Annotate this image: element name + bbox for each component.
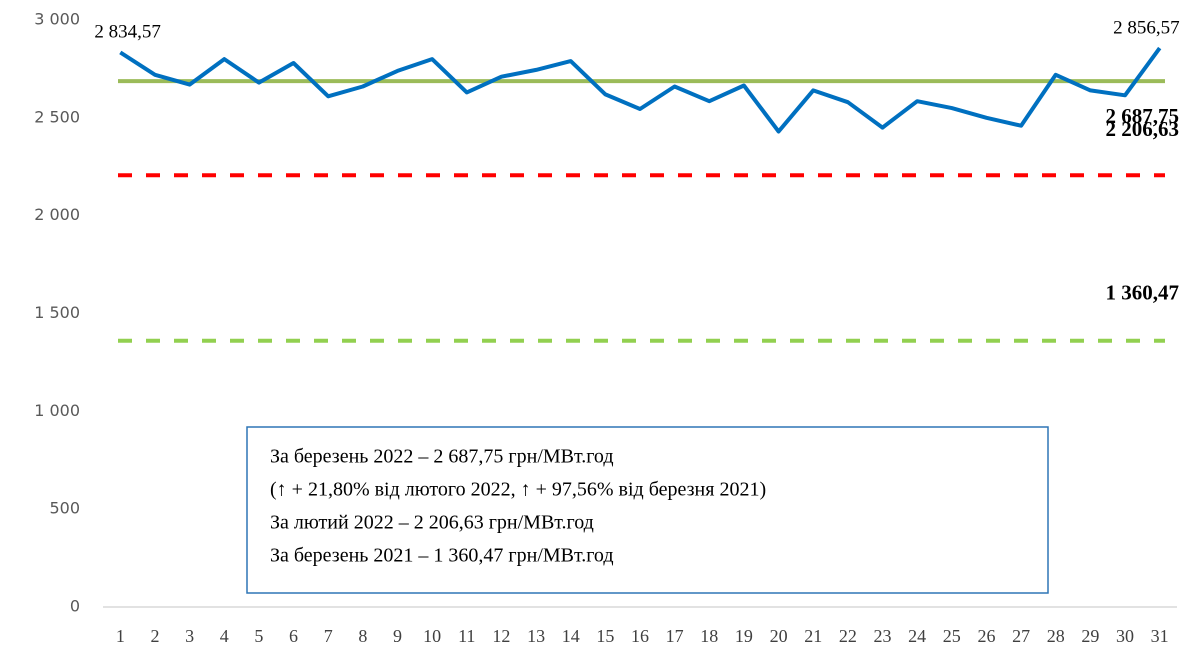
annotation-line: За лютий 2022 – 2 206,63 грн/МВт.год <box>270 512 594 534</box>
x-tick-label: 16 <box>631 626 649 646</box>
x-tick-label: 13 <box>527 626 545 646</box>
x-tick-label: 19 <box>735 626 753 646</box>
x-tick-label: 9 <box>393 626 402 646</box>
x-tick-label: 4 <box>220 626 229 646</box>
y-tick-label: 0 <box>70 597 80 616</box>
x-tick-label: 31 <box>1151 626 1169 646</box>
x-tick-label: 27 <box>1012 626 1030 646</box>
x-tick-label: 8 <box>358 626 367 646</box>
x-tick-label: 12 <box>492 626 510 646</box>
x-tick-label: 22 <box>839 626 857 646</box>
x-tick-label: 21 <box>804 626 822 646</box>
x-tick-label: 23 <box>874 626 892 646</box>
x-tick-label: 11 <box>458 626 475 646</box>
x-tick-label: 6 <box>289 626 298 646</box>
x-tick-label: 5 <box>254 626 263 646</box>
data-line <box>119 46 1162 134</box>
y-tick-label: 500 <box>49 499 80 518</box>
x-tick-label: 10 <box>423 626 441 646</box>
x-tick-label: 14 <box>562 626 580 646</box>
x-tick-label: 18 <box>700 626 718 646</box>
y-tick-label: 3 000 <box>34 10 80 29</box>
y-tick-label: 2 000 <box>34 205 80 224</box>
x-tick-label: 3 <box>185 626 194 646</box>
y-tick-label: 1 500 <box>34 303 80 322</box>
x-tick-label: 29 <box>1081 626 1099 646</box>
x-tick-label: 17 <box>666 626 684 646</box>
annotation-line: За березень 2022 – 2 687,75 грн/МВт.год <box>270 446 614 468</box>
x-tick-label: 1 <box>116 626 125 646</box>
annotation-line: (↑ + 21,80% від лютого 2022, ↑ + 97,56% … <box>270 479 766 501</box>
data-label: 2 834,57 <box>94 22 160 43</box>
annotation-line: За березень 2021 – 1 360,47 грн/МВт.год <box>270 545 614 567</box>
x-tick-label: 26 <box>977 626 995 646</box>
annotation-box <box>246 426 1049 594</box>
y-tick-label: 1 000 <box>34 401 80 420</box>
y-tick-label: 2 500 <box>34 107 80 126</box>
reference-label: 2 687,75 <box>1106 104 1180 128</box>
x-tick-label: 2 <box>150 626 159 646</box>
x-tick-label: 30 <box>1116 626 1134 646</box>
reference-label: 2 206,63 <box>1106 117 1180 141</box>
x-tick-label: 20 <box>770 626 788 646</box>
data-label: 2 856,57 <box>1113 17 1180 38</box>
x-tick-label: 15 <box>596 626 614 646</box>
x-tick-label: 24 <box>908 626 926 646</box>
x-tick-label: 25 <box>943 626 961 646</box>
reference-label: 1 360,47 <box>1106 281 1180 305</box>
x-tick-label: 28 <box>1047 626 1065 646</box>
x-tick-label: 7 <box>324 626 333 646</box>
